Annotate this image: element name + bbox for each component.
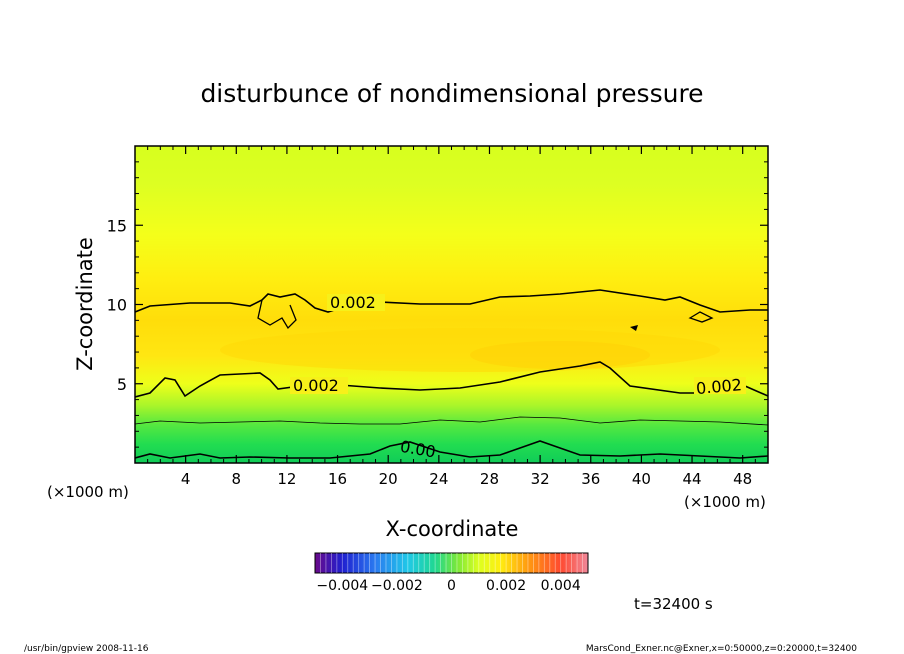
contour-label-bg: [694, 377, 746, 394]
contour-label-bg: [290, 377, 348, 394]
contour-label: 0.002: [293, 376, 339, 395]
contour-line-zero-thin: [135, 416, 768, 426]
colorbar-tick-label: 0.002: [486, 578, 526, 594]
contour-line-lower: [135, 361, 768, 398]
contour-line-zero: [135, 440, 768, 459]
x-tick-label: 16: [328, 470, 347, 488]
y-tick-label: 15: [107, 216, 127, 235]
colorbar: [314, 552, 589, 574]
x-tick-label: 20: [379, 470, 398, 488]
x-tick-label: 12: [277, 470, 296, 488]
x-tick-label: 24: [429, 470, 448, 488]
contour-label: 0.002: [330, 293, 376, 312]
y-axis-label: Z-coordinate: [73, 237, 97, 371]
x-tick-label: 36: [581, 470, 600, 488]
footer-right: MarsCond_Exner.nc@Exner,x=0:50000,z=0:20…: [586, 644, 857, 654]
x-tick-label: 4: [181, 470, 191, 488]
y-tick-label: 10: [107, 296, 127, 315]
x-tick-label: 28: [480, 470, 499, 488]
pressure-maximum-region: [470, 341, 650, 369]
colorbar-tick-label: −0.002: [371, 578, 423, 594]
contour-island: [257, 299, 297, 330]
y-unit-label: (×1000 m): [47, 483, 129, 501]
colorbar-ticks: −0.004 −0.002 0 0.002 0.004: [316, 578, 580, 594]
colorbar-tick-label: −0.004: [316, 578, 368, 594]
x-axis: 4 8 12 16 20 24 28 32 36 40 44 48: [147, 146, 756, 488]
x-tick-label: 8: [232, 470, 242, 488]
y-axis: 5 10 15: [107, 161, 768, 448]
x-axis-label: X-coordinate: [386, 517, 519, 541]
x-unit-label: (×1000 m): [684, 493, 766, 511]
x-tick-label: 44: [682, 470, 701, 488]
time-label: t=32400 s: [634, 595, 713, 613]
footer-left: /usr/bin/gpview 2008-11-16: [24, 644, 149, 654]
chart-title: disturbunce of nondimensional pressure: [200, 79, 703, 108]
pressure-maximum-region: [220, 328, 720, 372]
colorbar-tick-label: 0: [447, 578, 456, 594]
contour-label-bg: [327, 294, 385, 311]
x-tick-label: 32: [531, 470, 550, 488]
x-tick-label: 40: [632, 470, 651, 488]
contour-island: [688, 311, 714, 323]
colorbar-segments: [320, 553, 583, 573]
x-tick-label: 48: [733, 470, 752, 488]
contour-label: 0.002: [695, 375, 742, 398]
colorbar-tick-label: 0.004: [541, 578, 581, 594]
contour-island: [630, 325, 638, 331]
y-tick-label: 5: [117, 375, 127, 394]
